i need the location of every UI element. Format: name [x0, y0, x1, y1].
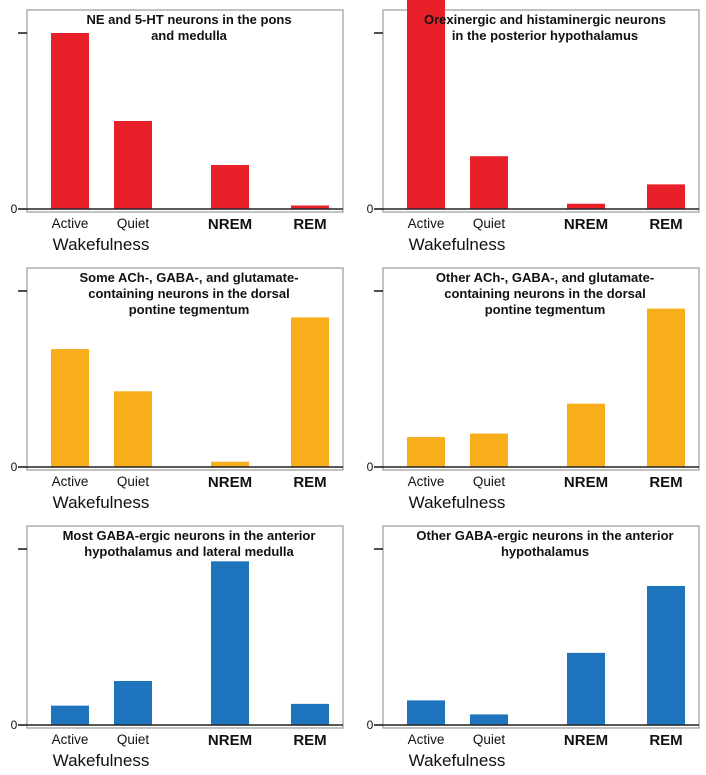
bar-nrem	[567, 403, 605, 467]
category-label-rem: REM	[649, 474, 682, 491]
category-label-active: Active	[52, 474, 89, 489]
y-tick-label-zero: 0	[367, 202, 374, 216]
chart-title-line: and medulla	[151, 28, 228, 43]
chart-title-line: Some ACh-, GABA-, and glutamate-	[79, 270, 298, 285]
chart-panel-other-ach-gaba-glutamate: Other ACh-, GABA-, and glutamate-contain…	[356, 258, 706, 516]
chart-title-line: hypothalamus	[501, 544, 589, 559]
bar-quiet	[114, 681, 152, 725]
category-label-active: Active	[408, 216, 445, 231]
category-label-active: Active	[52, 732, 89, 747]
group-label-wakefulness: Wakefulness	[53, 235, 150, 254]
chart-title-line: Other ACh-, GABA-, and glutamate-	[436, 270, 654, 285]
chart-title-line: pontine tegmentum	[485, 302, 606, 317]
bar-active	[407, 700, 445, 725]
bar-chart: Other ACh-, GABA-, and glutamate-contain…	[367, 267, 700, 512]
bar-quiet	[470, 156, 508, 209]
y-tick-label-zero: 0	[11, 718, 18, 732]
bar-rem	[291, 317, 329, 467]
bar-quiet	[114, 391, 152, 467]
plot-frame	[382, 267, 700, 471]
bar-nrem	[211, 461, 249, 467]
category-label-rem: REM	[293, 216, 326, 233]
bar-nrem	[211, 165, 249, 209]
category-label-active: Active	[52, 216, 89, 231]
chart-title-line: pontine tegmentum	[129, 302, 250, 317]
bar-rem	[647, 585, 685, 725]
y-tick-label-zero: 0	[367, 718, 374, 732]
category-label-rem: REM	[293, 474, 326, 491]
bar-nrem	[567, 652, 605, 725]
bar-nrem	[211, 561, 249, 725]
category-label-quiet: Quiet	[473, 732, 506, 747]
bar-chart: Some ACh-, GABA-, and glutamate-containi…	[11, 267, 344, 512]
bar-rem	[291, 703, 329, 725]
chart-title-line: NE and 5-HT neurons in the pons	[86, 12, 291, 27]
plot-frame	[26, 525, 344, 729]
chart-panel-ne-5ht: NE and 5-HT neurons in the pons and medul…	[0, 0, 350, 258]
chart-title-line: Most GABA-ergic neurons in the anterior	[63, 528, 316, 543]
chart-title-line: Orexinergic and histaminergic neurons	[424, 12, 666, 27]
chart-panel-orexin-histamine: Orexinergic and histaminergic neurons in …	[356, 0, 706, 258]
group-label-wakefulness: Wakefulness	[53, 493, 150, 512]
bar-quiet	[114, 121, 152, 209]
category-label-quiet: Quiet	[473, 216, 506, 231]
category-label-quiet: Quiet	[473, 474, 506, 489]
chart-title-line: hypothalamus and lateral medulla	[84, 544, 294, 559]
category-label-nrem: NREM	[208, 732, 252, 749]
y-tick-label-zero: 0	[11, 460, 18, 474]
bar-active	[51, 33, 89, 209]
category-label-rem: REM	[649, 216, 682, 233]
bar-active	[407, 437, 445, 467]
bar-rem	[647, 308, 685, 467]
group-label-wakefulness: Wakefulness	[409, 493, 506, 512]
category-label-quiet: Quiet	[117, 216, 150, 231]
plot-frame	[382, 525, 700, 729]
category-label-nrem: NREM	[208, 474, 252, 491]
bar-quiet	[470, 714, 508, 725]
category-label-rem: REM	[649, 732, 682, 749]
chart-title-line: containing neurons in the dorsal	[88, 286, 290, 301]
category-label-nrem: NREM	[564, 732, 608, 749]
bar-chart: Orexinergic and histaminergic neuronsin …	[367, 0, 700, 254]
chart-panel-some-ach-gaba-glutamate: Some ACh-, GABA-, and glutamate-containi…	[0, 258, 350, 516]
category-label-nrem: NREM	[208, 216, 252, 233]
bar-active	[407, 0, 445, 210]
bar-nrem	[567, 203, 605, 209]
group-label-wakefulness: Wakefulness	[409, 751, 506, 770]
chart-title-line: in the posterior hypothalamus	[452, 28, 638, 43]
bar-chart: Most GABA-ergic neurons in the anteriorh…	[11, 525, 344, 770]
category-label-quiet: Quiet	[117, 474, 150, 489]
bar-active	[51, 349, 89, 467]
bar-quiet	[470, 433, 508, 467]
y-tick-label-zero: 0	[11, 202, 18, 216]
bar-rem	[647, 184, 685, 209]
group-label-wakefulness: Wakefulness	[53, 751, 150, 770]
chart-title-line: Other GABA-ergic neurons in the anterior	[416, 528, 673, 543]
category-label-active: Active	[408, 474, 445, 489]
bar-rem	[291, 205, 329, 209]
group-label-wakefulness: Wakefulness	[409, 235, 506, 254]
category-label-nrem: NREM	[564, 474, 608, 491]
chart-panel-other-gaba-ergic: Other GABA-ergic neurons in the anterior…	[356, 516, 706, 774]
bar-chart: Other GABA-ergic neurons in the anterior…	[367, 525, 700, 770]
chart-panel-most-gaba-ergic: Most GABA-ergic neurons in the anterior h…	[0, 516, 350, 774]
category-label-active: Active	[408, 732, 445, 747]
category-label-rem: REM	[293, 732, 326, 749]
category-label-quiet: Quiet	[117, 732, 150, 747]
category-label-nrem: NREM	[564, 216, 608, 233]
y-tick-label-zero: 0	[367, 460, 374, 474]
chart-title-line: containing neurons in the dorsal	[444, 286, 646, 301]
bar-active	[51, 705, 89, 725]
